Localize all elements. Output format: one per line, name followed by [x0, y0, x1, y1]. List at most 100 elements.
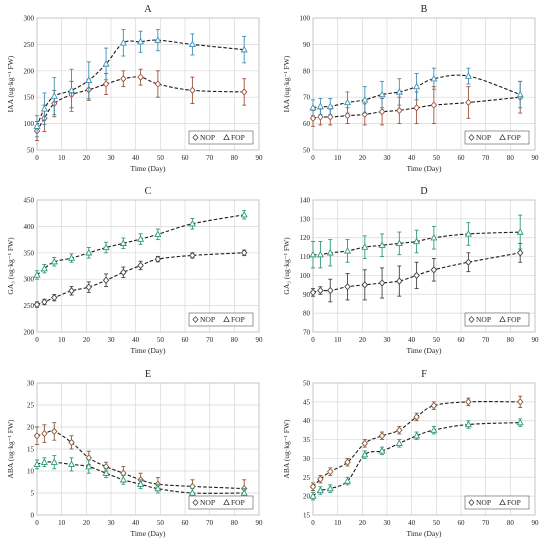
panel-e-xlabel: Time (Day) [131, 529, 166, 538]
panel-f-ytick-label: 25 [303, 474, 311, 482]
panel-b-point-nop [344, 111, 351, 120]
panel-e-xtick-label: 60 [182, 519, 190, 527]
panel-d-legend: NOP FOP [464, 312, 530, 327]
panel-a-legend-label-nop: NOP [200, 133, 215, 142]
panel-d-point-nop [327, 286, 334, 295]
panel-a-ytick-label: 200 [24, 67, 35, 75]
panel-f-legend-label-nop: NOP [476, 498, 491, 507]
panel-b-legend: NOP FOP [464, 130, 530, 145]
panel-f-point-fop [326, 484, 334, 492]
panel-b-xtick-label: 20 [359, 154, 367, 162]
panel-e-series-fop [33, 455, 248, 498]
panel-c-xtick-label: 20 [83, 336, 91, 344]
panel-a-xtick-label: 10 [58, 154, 66, 162]
panel-f-point-nop [317, 475, 324, 483]
panel-f-xtick-label: 50 [433, 519, 441, 527]
panel-c-xtick-label: 0 [35, 336, 39, 344]
panel-d-legend-marker-fop [499, 315, 506, 323]
panel-d-xtick-label: 40 [408, 336, 416, 344]
panel-d-point-fop [326, 248, 334, 256]
panel-a-ytick-label: 150 [24, 94, 35, 102]
panel-e-point-nop [41, 429, 48, 438]
panel-c-point-fop [85, 248, 93, 256]
panel-b-xtick-label: 10 [334, 154, 342, 162]
panel-c-series-fop [33, 210, 248, 280]
panel-b-frame [312, 17, 536, 151]
panel-d-ytick-label: 100 [300, 272, 311, 280]
panel-f-xtick-label: 10 [334, 519, 342, 527]
panel-c-ytick-label: 350 [24, 249, 35, 257]
panel-f-ytick-label: 45 [303, 398, 311, 406]
panel-e-point-nop [51, 427, 58, 436]
panel-f-xtick-label: 20 [359, 519, 367, 527]
panel-f-xlabel: Time (Day) [407, 529, 442, 538]
panel-d-xtick-label: 80 [507, 336, 515, 344]
panel-e: 0 5 10 15 20 25 30 0 10 20 30 40 50 60 70 80 90 E Time (Da… [6, 369, 263, 538]
panel-c-point-nop [85, 283, 92, 291]
panel-f-point-fop [378, 446, 386, 454]
panel-c-ytick-label: 450 [24, 197, 35, 205]
panel-d-point-nop [413, 271, 420, 280]
panel-a-point-nop [102, 80, 110, 88]
panel-e-point-nop [68, 438, 75, 447]
panel-c-point-nop [41, 298, 48, 306]
panel-d-point-nop [517, 249, 524, 257]
panel-a-legend-marker-fop [223, 133, 230, 141]
panel-c-point-nop [102, 276, 110, 284]
panel-c-point-nop [33, 300, 41, 309]
panel-a-legend-label-fop: FOP [231, 133, 245, 142]
panel-b-trendline-nop [312, 96, 521, 119]
panel-e-xtick-label: 10 [58, 519, 66, 527]
panel-d-series-fop [309, 214, 524, 269]
panel-d-point-nop [309, 288, 317, 297]
panel-d-point-fop [343, 246, 352, 254]
panel-f-point-nop [327, 467, 334, 476]
panel-f-point-nop [465, 398, 472, 406]
panel-c-point-fop [188, 219, 196, 227]
panel-b-legend-marker-nop [468, 134, 475, 141]
panel-b-xtick-label: 30 [384, 154, 392, 162]
panel-f-legend: NOP FOP [464, 495, 530, 510]
panel-c-ytick-label: 400 [24, 223, 35, 231]
panel-a-ytick-label: 50 [27, 147, 35, 155]
panel-e-point-fop [50, 458, 58, 465]
panel-a-xtick-label: 20 [83, 154, 91, 162]
panel-b-xtick-label: 80 [507, 154, 515, 162]
panel-a-legend: NOP FOP [188, 130, 254, 145]
panel-a-xtick-label: 70 [206, 154, 214, 162]
panel-d-series-nop [309, 242, 524, 303]
panel-d-ytick-label: 110 [300, 253, 311, 261]
panel-b-legend-label-nop: NOP [476, 133, 491, 142]
panel-b-point-nop [317, 113, 324, 121]
panel-f-point-nop [396, 426, 403, 434]
panel-e-xtick-label: 30 [108, 519, 116, 527]
panel-f-legend-marker-fop [499, 498, 506, 506]
panel-f-point-fop [464, 420, 472, 428]
panel-b-point-fop [309, 103, 317, 111]
panel-b-legend-label-fop: FOP [507, 133, 521, 142]
panel-b-legend-marker-fop [499, 133, 506, 141]
panel-f-point-fop [361, 450, 369, 458]
panel-c-point-fop [40, 264, 48, 272]
panel-e-legend-marker-nop [192, 499, 199, 506]
panel-d-ytick-label: 120 [300, 234, 311, 242]
panel-f-xtick-label: 0 [311, 519, 315, 527]
panel-d-point-fop [395, 239, 403, 247]
panel-e-xtick-label: 70 [206, 519, 214, 527]
panel-a-point-fop [119, 38, 127, 46]
panel-c-xtick-label: 10 [58, 336, 66, 344]
panel-a-point-nop [120, 75, 127, 83]
panel-c-point-fop [102, 243, 110, 251]
panel-a-trendline-fop [36, 39, 245, 127]
panel-d-point-fop [378, 241, 386, 248]
panel-e-trendline-fop [36, 461, 245, 494]
panel-e-title: E [145, 369, 151, 380]
panel-b-point-nop [465, 98, 472, 107]
panel-f-ytick-label: 15 [303, 512, 311, 520]
panel-f-series-nop [309, 395, 524, 491]
panel-d-legend-marker-nop [468, 316, 475, 323]
panel-d-point-nop [344, 283, 351, 291]
panel-e-point-fop [67, 460, 76, 468]
panel-f-ytick-label: 35 [303, 436, 311, 444]
panel-e-xtick-label: 50 [157, 519, 165, 527]
